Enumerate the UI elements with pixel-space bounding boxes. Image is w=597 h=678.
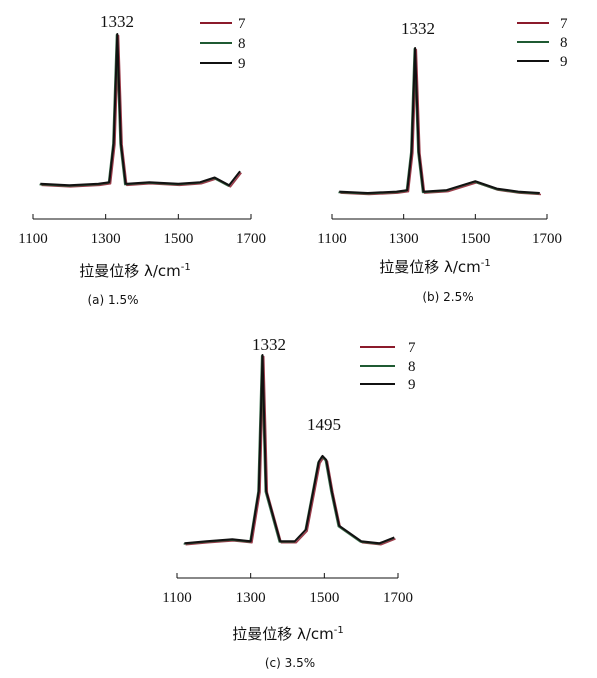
series-line-8	[338, 47, 540, 195]
legend-label-7: 7	[238, 16, 246, 32]
chart-panel-a: 1332 7 8 9 1100 1300 1500 1700 拉曼位移 λ/cm-1 …	[18, 12, 266, 307]
x-axis-label-text: 拉曼位移 λ/cm	[232, 625, 334, 643]
x-tick-label-1500: 1500	[460, 231, 490, 247]
legend-label-8: 8	[238, 36, 246, 52]
series-line-7	[41, 34, 242, 188]
x-ticks: 1100 1300 1500 1700	[162, 573, 413, 606]
legend: 7 8 9	[200, 16, 246, 72]
x-tick-label-1500: 1500	[163, 231, 193, 247]
series-line-9	[339, 47, 540, 194]
legend-label-7: 7	[560, 16, 568, 32]
peak-label-1495: 1495	[307, 415, 341, 434]
x-tick-label-1700: 1700	[236, 231, 266, 247]
x-tick-label-1700: 1700	[383, 590, 413, 606]
chart-panel-b: 1332 7 8 9 1100 1300 1500 1700 拉曼位移 λ/cm-1 …	[317, 16, 568, 304]
peak-label-1332: 1332	[100, 12, 134, 31]
legend-label-9: 9	[238, 56, 246, 72]
x-axis-label-sup: -1	[481, 258, 491, 269]
series-lines	[338, 47, 542, 196]
legend-label-8: 8	[408, 359, 416, 375]
legend-label-7: 7	[408, 340, 416, 356]
x-tick-label-1100: 1100	[18, 231, 47, 247]
x-axis-label: 拉曼位移 λ/cm-1	[232, 625, 344, 643]
x-ticks: 1100 1300 1500 1700	[317, 214, 562, 247]
series-lines	[183, 354, 396, 546]
x-axis-label-sup: -1	[181, 262, 191, 273]
x-tick-label-1100: 1100	[317, 231, 346, 247]
legend: 7 8 9	[517, 16, 568, 70]
peak-label-1332: 1332	[252, 335, 286, 354]
peak-label-1332: 1332	[401, 19, 435, 38]
chart-panel-c: 1332 1495 7 8 9 1100 1300 1500 1700 拉曼位移 λ/…	[162, 335, 416, 670]
x-axis-label-text: 拉曼位移 λ/cm	[379, 258, 481, 276]
series-lines	[39, 33, 242, 188]
legend-label-9: 9	[560, 54, 568, 70]
x-tick-label-1100: 1100	[162, 590, 191, 606]
x-tick-label-1300: 1300	[91, 231, 121, 247]
x-axis-label: 拉曼位移 λ/cm-1	[79, 262, 191, 280]
legend: 7 8 9	[360, 340, 416, 393]
x-ticks: 1100 1300 1500 1700	[18, 214, 266, 247]
x-axis-label: 拉曼位移 λ/cm-1	[379, 258, 491, 276]
panel-caption: (c) 3.5%	[265, 656, 315, 670]
legend-label-8: 8	[560, 35, 568, 51]
x-tick-label-1500: 1500	[309, 590, 339, 606]
series-line-8	[39, 33, 240, 187]
x-tick-label-1300: 1300	[389, 231, 419, 247]
panel-caption: (b) 2.5%	[422, 290, 473, 304]
legend-label-9: 9	[408, 377, 416, 393]
series-line-9	[40, 33, 241, 187]
series-line-9	[184, 354, 395, 545]
x-tick-label-1700: 1700	[532, 231, 562, 247]
x-tick-label-1300: 1300	[236, 590, 266, 606]
panel-caption: (a) 1.5%	[87, 293, 138, 307]
x-axis-label-sup: -1	[334, 625, 344, 636]
x-axis-label-text: 拉曼位移 λ/cm	[79, 262, 181, 280]
series-line-7	[340, 48, 542, 196]
